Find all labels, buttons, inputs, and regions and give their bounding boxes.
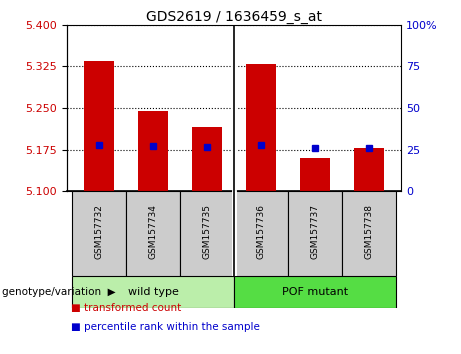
Text: GSM157738: GSM157738 bbox=[364, 205, 373, 259]
Text: ■ percentile rank within the sample: ■ percentile rank within the sample bbox=[71, 322, 260, 332]
Bar bbox=[342, 191, 396, 276]
Bar bbox=[84, 61, 114, 191]
Bar bbox=[354, 148, 384, 191]
Bar bbox=[138, 111, 168, 191]
Text: ■ transformed count: ■ transformed count bbox=[71, 303, 182, 313]
Title: GDS2619 / 1636459_s_at: GDS2619 / 1636459_s_at bbox=[146, 10, 322, 24]
Text: genotype/variation  ▶: genotype/variation ▶ bbox=[2, 287, 116, 297]
Bar bbox=[192, 127, 222, 191]
Text: GSM157732: GSM157732 bbox=[95, 205, 104, 259]
Bar bbox=[246, 64, 276, 191]
Text: GSM157735: GSM157735 bbox=[202, 205, 212, 259]
Text: GSM157734: GSM157734 bbox=[148, 205, 158, 259]
Bar bbox=[72, 276, 234, 308]
Text: wild type: wild type bbox=[128, 287, 178, 297]
Bar bbox=[300, 158, 330, 191]
Bar bbox=[234, 276, 396, 308]
Bar bbox=[180, 191, 234, 276]
Bar bbox=[72, 191, 126, 276]
Text: GSM157737: GSM157737 bbox=[310, 205, 319, 259]
Bar bbox=[126, 191, 180, 276]
Text: POF mutant: POF mutant bbox=[282, 287, 348, 297]
Text: GSM157736: GSM157736 bbox=[256, 205, 266, 259]
Bar bbox=[288, 191, 342, 276]
Bar bbox=[234, 191, 288, 276]
